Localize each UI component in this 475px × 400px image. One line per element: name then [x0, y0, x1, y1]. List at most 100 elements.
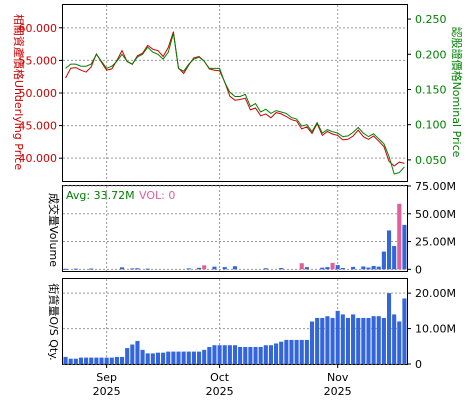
os-qty-bar — [402, 298, 407, 364]
os-qty-bar — [232, 345, 238, 364]
os-qty-bar — [361, 317, 366, 364]
os-qty-bar — [176, 351, 181, 364]
os-qty-bar — [340, 314, 345, 364]
volume-bar — [330, 262, 335, 270]
os-qty-bar — [161, 352, 166, 364]
price-panel: 40.000 45.000 50.000 55.000 60.000 0.050 0.10… — [12, 4, 464, 182]
os-qty-bar — [371, 316, 376, 364]
volume-bar — [361, 266, 366, 270]
os-qty-bar — [397, 321, 402, 364]
os-qty-axis-title: 街貨量O/S Qty. — [47, 283, 61, 360]
price-left-tick-label: 60.000 — [19, 22, 58, 35]
os-qty-bar — [284, 339, 289, 364]
os-qty-bar — [376, 316, 381, 364]
volume-bar — [371, 266, 376, 270]
os-qty-bar — [217, 345, 222, 364]
volume-plot-frame — [62, 185, 408, 272]
price-left-tick-label: 40.000 — [19, 152, 58, 165]
os-qty-bar — [212, 345, 217, 364]
os-qty-bar — [104, 357, 109, 364]
os-qty-bar — [268, 345, 273, 364]
os-qty-bar — [150, 353, 155, 364]
volume-panel: 0 25.00M 50.00M 75.00M Avg: 33.72M VOL: 0 成… — [47, 180, 456, 276]
volume-tick-label: 50.00M — [415, 208, 456, 221]
os-qty-bar — [186, 351, 191, 364]
os-qty-bar — [171, 351, 176, 364]
os-qty-bar — [114, 356, 119, 364]
os-qty-bar — [181, 351, 186, 364]
os-qty-bar — [222, 345, 227, 364]
volume-bar — [351, 266, 356, 270]
os-qty-bar — [78, 357, 84, 364]
volume-current-label: VOL: 0 — [139, 189, 175, 202]
os-qty-bar — [135, 340, 140, 364]
os-qty-bar — [294, 339, 299, 364]
os-qty-bar — [289, 339, 294, 364]
volume-bar — [325, 267, 330, 270]
os-qty-bar — [274, 343, 279, 364]
volume-bar — [232, 266, 238, 270]
volume-bar — [392, 246, 397, 270]
os-qty-bar — [89, 357, 94, 364]
os-qty-bar — [68, 358, 73, 364]
x-tick-year-label: 2025 — [206, 385, 234, 398]
volume-bar — [279, 268, 284, 270]
volume-bar — [335, 265, 340, 270]
volume-bar — [320, 267, 325, 270]
os-qty-bar — [166, 351, 171, 364]
os-qty-bar — [99, 357, 104, 364]
os-qty-bar — [320, 317, 325, 364]
price-left-tick-label: 55.000 — [19, 54, 58, 67]
warrant-price-line — [65, 33, 405, 175]
os-qty-bar — [94, 357, 99, 364]
volume-bar — [376, 266, 381, 270]
x-tick-month-label: Sep — [96, 371, 117, 384]
os-qty-bar — [73, 358, 78, 364]
volume-bar — [212, 266, 217, 270]
price-left-tick-label: 45.000 — [19, 120, 58, 133]
volume-bar — [130, 268, 135, 270]
os-qty-bar — [309, 321, 315, 364]
volume-bar — [186, 268, 191, 270]
os-qty-bar — [345, 317, 351, 364]
os-qty-bar — [130, 344, 135, 364]
volume-bar — [366, 267, 371, 270]
price-left-tick-label: 50.000 — [19, 87, 58, 100]
os-qty-bar — [84, 357, 89, 364]
volume-bar — [263, 268, 268, 270]
volume-bar — [304, 267, 309, 270]
os-qty-bar — [279, 341, 284, 364]
os-qty-bar — [304, 339, 309, 364]
os-qty-bar — [145, 353, 150, 364]
price-right-tick-label: 0.050 — [415, 154, 447, 167]
os-qty-bar — [227, 345, 232, 364]
os-qty-bar — [197, 351, 202, 364]
os-qty-bar — [263, 345, 268, 364]
os-qty-bar — [356, 317, 361, 364]
volume-bar — [386, 230, 392, 270]
price-left-axis-title: 相關資產價格Underlying Price — [12, 14, 26, 170]
os-qty-bar — [299, 339, 304, 364]
os-qty-bar — [63, 356, 68, 364]
underlying-price-line — [65, 31, 405, 167]
os-qty-tick-label: 10.00M — [415, 323, 456, 336]
volume-bar — [197, 267, 202, 270]
price-right-tick-label: 0.150 — [415, 83, 447, 96]
volume-bar — [63, 268, 68, 270]
os-qty-bar — [330, 317, 335, 364]
os-qty-bar — [392, 314, 397, 364]
volume-bar — [397, 203, 402, 270]
os-qty-bar — [253, 347, 258, 364]
volume-bar — [222, 267, 227, 270]
os-qty-bar — [191, 351, 196, 364]
price-right-tick-label: 0.100 — [415, 119, 447, 132]
volume-bar — [202, 265, 207, 270]
os-qty-bar — [109, 357, 114, 364]
os-qty-panel: 0 10.00M 20.00M 街貨量O/S Qty. — [47, 278, 456, 371]
volume-tick-label: 75.00M — [415, 180, 456, 193]
os-qty-bar — [335, 310, 340, 364]
os-qty-bar — [207, 347, 212, 364]
x-tick-month-label: Nov — [327, 371, 349, 384]
volume-bar — [145, 268, 150, 270]
